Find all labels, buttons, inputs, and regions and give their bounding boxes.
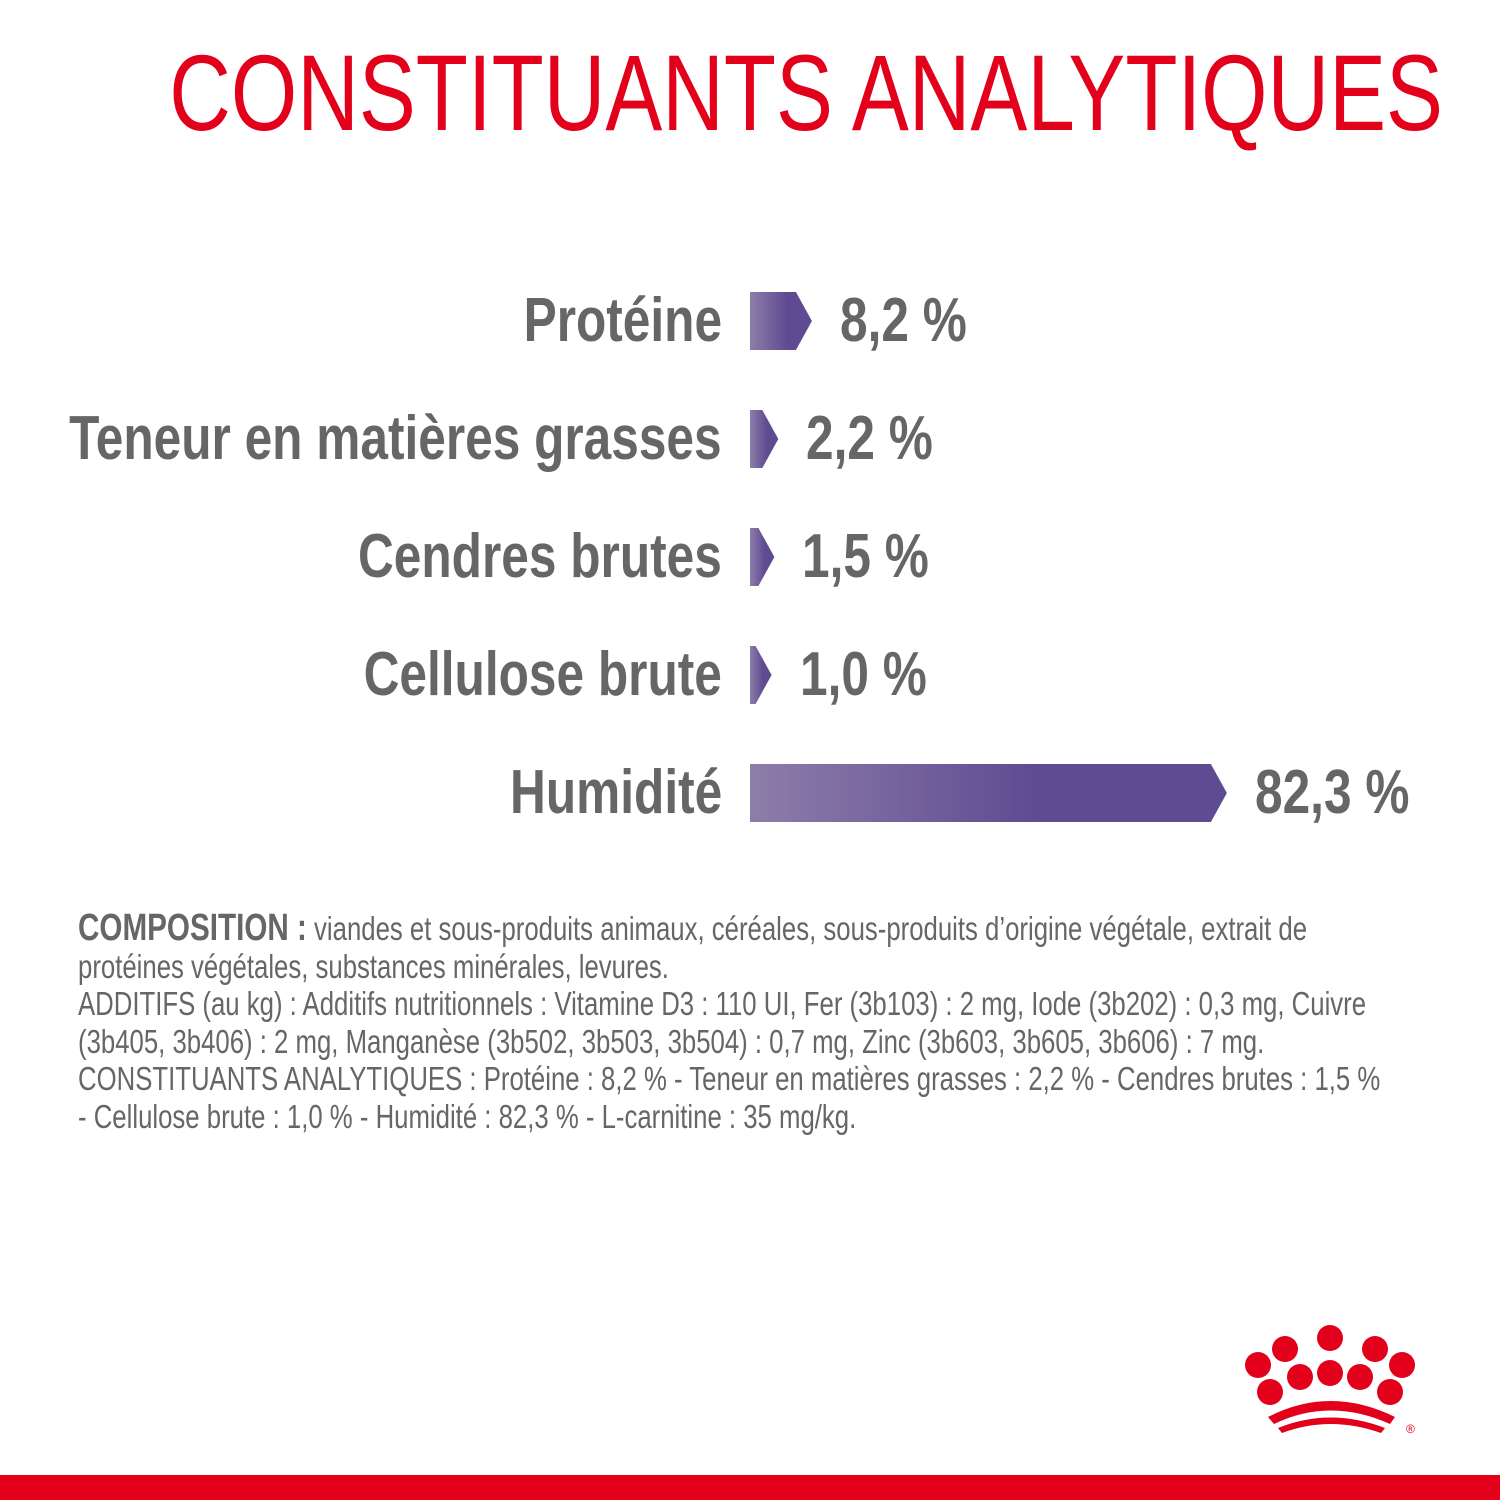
bar-0 [750, 292, 812, 350]
bar-1 [750, 410, 779, 468]
value-label: 8,2 % [839, 286, 967, 355]
category-label: Cendres brutes [358, 522, 722, 591]
category-label: Humidité [509, 758, 722, 827]
composition-line: protéines végétales, substances minérale… [78, 947, 669, 985]
footer-bar [0, 1475, 1500, 1500]
bar-4 [750, 764, 1227, 822]
value-label: 82,3 % [1254, 758, 1410, 827]
additives-line: ADDITIFS (au kg) : Additifs nutritionnel… [78, 985, 1367, 1022]
composition-heading: COMPOSITION : [78, 907, 307, 949]
page-title: CONSTITUANTS ANALYTIQUES [169, 32, 1443, 153]
additives-line: (3b405, 3b406) : 2 mg, Manganèse (3b502,… [78, 1022, 1265, 1060]
crown-logo-icon: ® [1245, 1325, 1415, 1435]
composition-text: COMPOSITION : viandes et sous-produits a… [78, 907, 1404, 1135]
analytics-line: - Cellulose brute : 1,0 % - Humidité : 8… [78, 1097, 857, 1135]
value-label: 2,2 % [806, 404, 934, 473]
bar-3 [750, 646, 772, 704]
category-label: Teneur en matières grasses [69, 404, 722, 473]
bar-chart: Protéine 8,2 % Teneur en matières grasses 2… [0, 260, 1500, 860]
svg-text:®: ® [1406, 1422, 1415, 1435]
analytics-line: CONSTITUANTS ANALYTIQUES : Protéine : 8,… [78, 1060, 1381, 1097]
category-label: Cellulose brute [363, 640, 722, 709]
value-label: 1,0 % [799, 640, 927, 709]
bar-2 [750, 528, 775, 586]
value-label: 1,5 % [802, 522, 930, 591]
bars-layer [750, 292, 1227, 822]
category-label: Protéine [523, 286, 722, 355]
